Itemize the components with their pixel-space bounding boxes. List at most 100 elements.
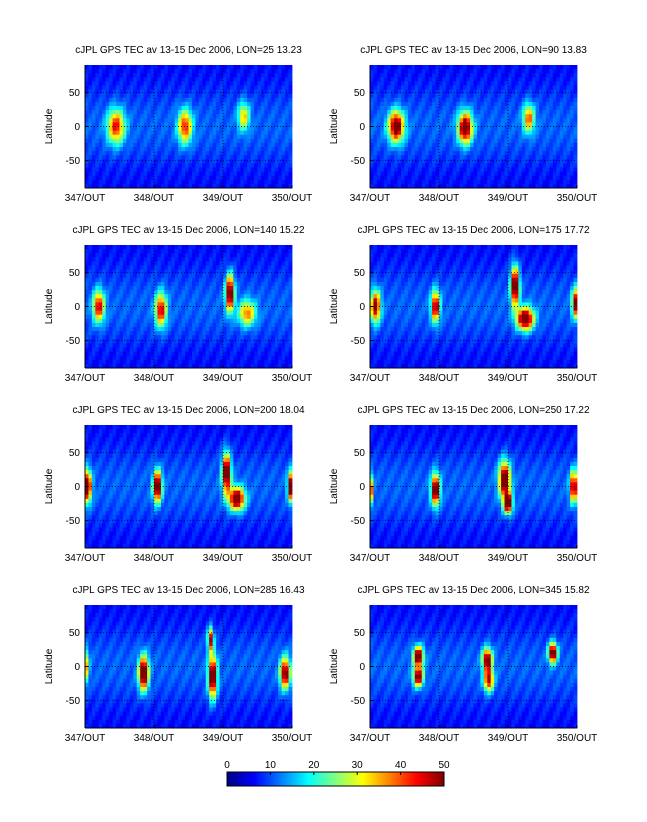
heat-cell [133, 122, 138, 127]
heat-cell [411, 142, 416, 148]
heat-cell [233, 81, 238, 86]
heat-cell [188, 130, 193, 136]
heat-cell [432, 85, 436, 90]
heat-cell [102, 138, 107, 144]
heat-cell [229, 302, 234, 307]
heat-cell [98, 110, 103, 115]
heat-cell [102, 257, 107, 262]
heat-cell [518, 179, 523, 185]
heat-cell [212, 257, 217, 262]
heat-cell [250, 89, 255, 95]
heat-cell [521, 171, 526, 177]
heat-cell [229, 281, 234, 287]
heat-cell [154, 322, 158, 328]
heat-cell [449, 81, 454, 86]
heat-cell [219, 331, 224, 336]
heat-cell [98, 351, 103, 357]
heat-cell [116, 106, 120, 111]
heat-cell [411, 175, 416, 181]
heat-cell [233, 101, 238, 107]
heat-cell [109, 290, 113, 295]
heat-cell [140, 167, 145, 172]
heat-cell [140, 245, 145, 250]
heat-cell [432, 142, 436, 148]
heat-cell [223, 318, 227, 324]
heat-cell [174, 134, 179, 140]
heat-cell [525, 171, 530, 177]
heat-cell [109, 97, 113, 103]
heat-cell [140, 322, 145, 328]
heat-cell [240, 159, 245, 164]
heat-cell [539, 151, 543, 156]
heat-cell [233, 245, 238, 250]
heat-cell [164, 322, 169, 328]
heat-cell [418, 130, 423, 136]
heat-cell [559, 93, 564, 99]
heat-cell [264, 134, 269, 140]
heat-cell [459, 155, 464, 160]
heat-cell [459, 65, 464, 70]
heat-cell [191, 290, 196, 295]
heat-cell [185, 363, 189, 369]
heat-cell [274, 179, 279, 185]
heat-cell [494, 114, 499, 119]
heat-cell [226, 335, 231, 340]
heat-cell [147, 130, 151, 136]
heat-cell [483, 118, 488, 123]
heat-cell [216, 318, 220, 324]
heat-cell [191, 101, 196, 107]
heat-cell [573, 85, 578, 90]
heat-cell [95, 351, 100, 357]
heat-cell [456, 183, 461, 189]
heat-cell [456, 101, 461, 107]
heat-cell [549, 159, 554, 164]
heat-cell [267, 69, 272, 74]
heat-cell [154, 327, 158, 332]
heat-cell [404, 89, 409, 95]
heat-cell [85, 257, 89, 262]
heat-cell [209, 110, 214, 115]
heat-cell [445, 159, 450, 164]
heat-cell [508, 97, 512, 103]
heat-cell [91, 318, 96, 324]
heat-cell [236, 355, 241, 361]
heat-cell [102, 134, 107, 140]
heat-cell [497, 151, 502, 156]
heat-cell [411, 155, 416, 160]
heat-cell [205, 114, 210, 119]
heat-cell [552, 118, 557, 123]
heat-cell [181, 159, 186, 164]
heat-cell [490, 159, 495, 164]
heat-cell [511, 126, 516, 131]
heat-cell [143, 167, 148, 172]
heat-cell [178, 265, 182, 270]
heat-cell [188, 290, 193, 295]
heat-cell [445, 65, 450, 70]
heat-cell [535, 65, 540, 70]
heat-cell [91, 335, 96, 340]
heat-cell [459, 175, 464, 181]
heat-cell [140, 306, 145, 311]
heat-cell [373, 73, 378, 78]
heat-cell [209, 273, 214, 279]
heat-cell [240, 163, 245, 168]
heat-cell [539, 77, 543, 82]
heat-cell [181, 310, 186, 316]
heat-cell [126, 77, 131, 82]
heat-cell [407, 175, 412, 181]
heat-cell [181, 273, 186, 279]
heat-cell [435, 101, 440, 107]
heat-cell [171, 171, 176, 177]
heat-cell [532, 81, 536, 86]
heat-cell [250, 122, 255, 127]
heat-cell [373, 65, 378, 70]
heat-cell [260, 89, 265, 95]
heat-cell [212, 138, 217, 144]
heat-cell [147, 175, 151, 181]
heat-cell [209, 253, 214, 258]
heat-cell [233, 155, 238, 160]
heat-cell [240, 97, 245, 103]
heat-cell [508, 155, 512, 160]
heat-cell [174, 363, 179, 369]
heat-cell [216, 245, 220, 250]
